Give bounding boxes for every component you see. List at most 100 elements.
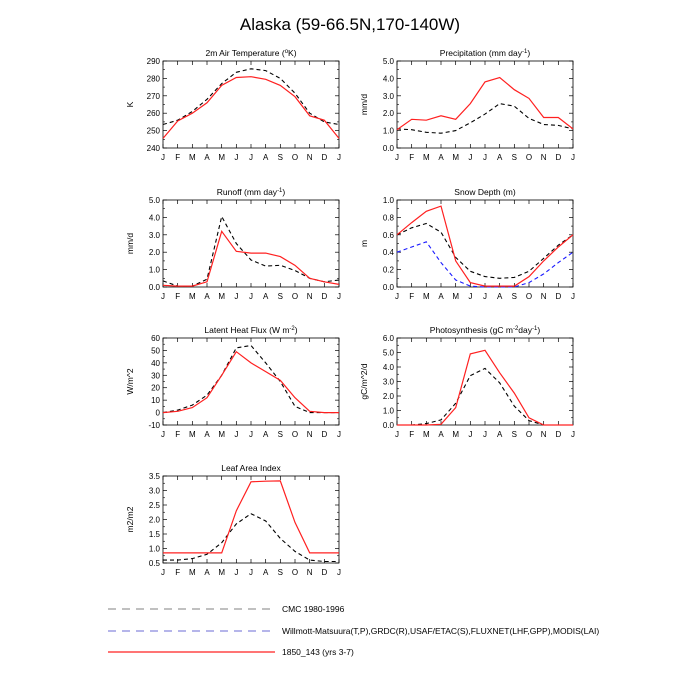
x-tick-label: A — [438, 292, 444, 301]
y-axis-label: mm/d — [359, 94, 369, 116]
x-tick-label: M — [452, 430, 459, 439]
series-line-red — [396, 205, 574, 287]
x-tick-label: N — [541, 430, 547, 439]
x-tick-label: J — [249, 153, 253, 162]
legend-label: 1850_143 (yrs 3-7) — [282, 647, 354, 657]
chart-panel-5: Latent Heat Flux (W m-2) -10 0 10 20 30 40 50 60… — [125, 325, 341, 439]
y-axis-label: K — [125, 101, 135, 107]
x-tick-label: J — [483, 430, 487, 439]
series-line-red — [162, 229, 340, 287]
x-tick-label: J — [337, 430, 341, 439]
x-tick-label: N — [307, 292, 313, 301]
y-tick-label: 1.0 — [149, 545, 161, 554]
x-tick-label: O — [292, 153, 298, 162]
y-axis-label: m2/m2 — [125, 506, 135, 532]
chart-panel-1: 2m Air Temperature (oK) 240 250 260 270 280 29… — [125, 48, 341, 162]
x-tick-label: J — [395, 153, 399, 162]
x-tick-label: M — [218, 568, 225, 577]
y-tick-label: 4.0 — [383, 363, 395, 372]
x-tick-label: F — [175, 153, 180, 162]
chart-title: 2m Air Temperature (oK) — [205, 48, 296, 58]
x-tick-label: F — [175, 568, 180, 577]
y-tick-label: 0.8 — [383, 213, 395, 222]
y-tick-label: 5.0 — [149, 196, 161, 205]
x-tick-label: A — [263, 292, 269, 301]
x-tick-label: A — [204, 292, 210, 301]
series-line-red — [397, 349, 573, 426]
x-tick-label: J — [249, 568, 253, 577]
series-line-black-dash — [162, 214, 340, 287]
x-tick-label: M — [189, 430, 196, 439]
x-tick-label: S — [278, 430, 283, 439]
y-tick-label: 280 — [147, 74, 161, 83]
x-tick-label: O — [292, 292, 298, 301]
y-tick-label: 2.0 — [149, 516, 161, 525]
x-tick-label: J — [483, 153, 487, 162]
chart-title: Precipitation (mm day-1) — [440, 48, 531, 58]
x-tick-label: A — [263, 153, 269, 162]
x-tick-label: M — [452, 292, 459, 301]
y-tick-label: -10 — [148, 421, 160, 430]
x-tick-label: N — [541, 153, 547, 162]
x-tick-label: O — [292, 568, 298, 577]
y-tick-label: 6.0 — [383, 334, 395, 343]
x-tick-label: J — [337, 292, 341, 301]
x-tick-label: D — [555, 292, 561, 301]
chart-title: Photosynthesis (gC m-2day-1) — [430, 325, 541, 335]
y-tick-label: 2.0 — [149, 248, 161, 257]
x-tick-label: J — [571, 430, 575, 439]
chart-panel-6: Photosynthesis (gC m-2day-1) 0.0 1.0 2.0 3.0… — [359, 325, 575, 439]
x-tick-label: O — [526, 153, 532, 162]
x-tick-label: J — [468, 430, 472, 439]
x-tick-label: A — [497, 430, 503, 439]
x-tick-label: M — [423, 430, 430, 439]
y-tick-label: 2.5 — [149, 501, 161, 510]
x-tick-label: J — [395, 292, 399, 301]
y-tick-label: 290 — [147, 57, 161, 66]
x-tick-label: O — [526, 292, 532, 301]
series-line-red — [396, 76, 574, 131]
x-tick-label: A — [497, 292, 503, 301]
chart-title: Runoff (mm day-1) — [217, 187, 286, 197]
y-tick-label: 0 — [156, 409, 161, 418]
x-tick-label: S — [512, 153, 517, 162]
x-tick-label: F — [409, 292, 414, 301]
y-tick-label: 20 — [151, 384, 160, 393]
series-line-red — [163, 480, 339, 554]
x-tick-label: D — [321, 568, 327, 577]
x-tick-label: J — [234, 430, 238, 439]
y-axis-label: mm/d — [125, 233, 135, 255]
panels-group: 2m Air Temperature (oK) 240 250 260 270 280 29… — [125, 48, 575, 577]
x-tick-label: N — [307, 430, 313, 439]
y-tick-label: 0.2 — [383, 266, 395, 275]
x-tick-label: M — [452, 153, 459, 162]
x-tick-label: D — [321, 292, 327, 301]
x-tick-label: M — [218, 153, 225, 162]
legend: CMC 1980-1996 Willmott-Matsuura(T,P),GRDC… — [108, 604, 599, 657]
x-tick-label: S — [278, 153, 283, 162]
x-tick-label: A — [204, 153, 210, 162]
y-tick-label: 260 — [147, 109, 161, 118]
x-tick-label: S — [512, 292, 517, 301]
x-tick-label: A — [204, 430, 210, 439]
chart-title: Leaf Area Index — [221, 463, 281, 473]
chart-title: Snow Depth (m) — [454, 187, 516, 197]
y-tick-label: 60 — [151, 334, 160, 343]
x-tick-label: J — [249, 430, 253, 439]
y-tick-label: 2.0 — [383, 392, 395, 401]
y-tick-label: 0.6 — [383, 231, 395, 240]
plot-frame — [396, 60, 574, 149]
x-tick-label: F — [409, 153, 414, 162]
y-tick-label: 0.0 — [383, 144, 395, 153]
x-tick-label: D — [321, 153, 327, 162]
x-tick-label: J — [337, 153, 341, 162]
x-tick-label: A — [438, 153, 444, 162]
series-line-black-dash — [396, 222, 574, 279]
x-tick-label: N — [307, 568, 313, 577]
x-tick-label: M — [218, 292, 225, 301]
y-tick-label: 4.0 — [383, 74, 395, 83]
x-tick-label: S — [278, 292, 283, 301]
y-tick-label: 3.0 — [383, 378, 395, 387]
series-line-black-dash — [396, 103, 574, 134]
